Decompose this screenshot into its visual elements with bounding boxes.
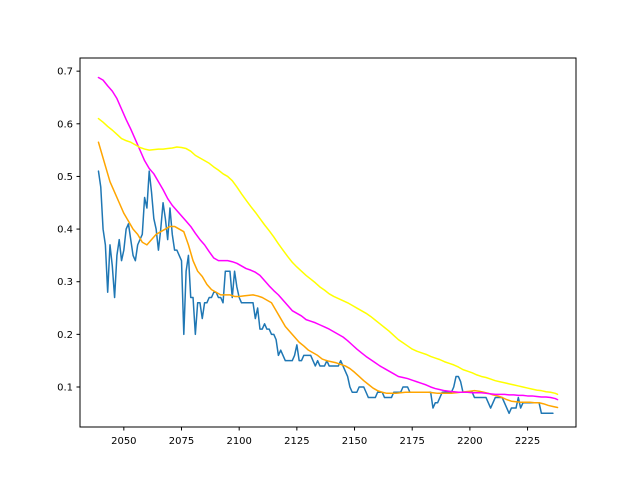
x-tick-label: 2100 (226, 436, 251, 447)
y-tick-label: 0.4 (57, 225, 73, 236)
x-tick-label: 2175 (399, 436, 424, 447)
x-tick-label: 2050 (111, 436, 136, 447)
series-line-2 (97, 141, 559, 409)
x-tick-label: 2200 (457, 436, 482, 447)
y-tick-label: 0.6 (57, 119, 73, 130)
x-tick-label: 2125 (284, 436, 309, 447)
plot-frame (79, 57, 577, 428)
series-line-3 (97, 76, 559, 401)
y-tick-label: 0.2 (57, 330, 73, 341)
y-tick-label: 0.1 (57, 382, 73, 393)
y-axis: 0.1 0.2 0.3 0.4 0.5 0.6 0.7 (57, 67, 80, 393)
series-line-4 (97, 117, 559, 396)
y-tick-label: 0.5 (57, 172, 73, 183)
series-line-1 (97, 170, 554, 415)
x-axis: 2050 2075 2100 2125 2150 2175 2200 2225 (111, 427, 540, 447)
x-tick-label: 2150 (342, 436, 367, 447)
series-group (97, 76, 559, 415)
x-tick-label: 2075 (169, 436, 194, 447)
y-tick-label: 0.7 (57, 67, 73, 78)
x-tick-label: 2225 (515, 436, 540, 447)
y-tick-label: 0.3 (57, 277, 73, 288)
